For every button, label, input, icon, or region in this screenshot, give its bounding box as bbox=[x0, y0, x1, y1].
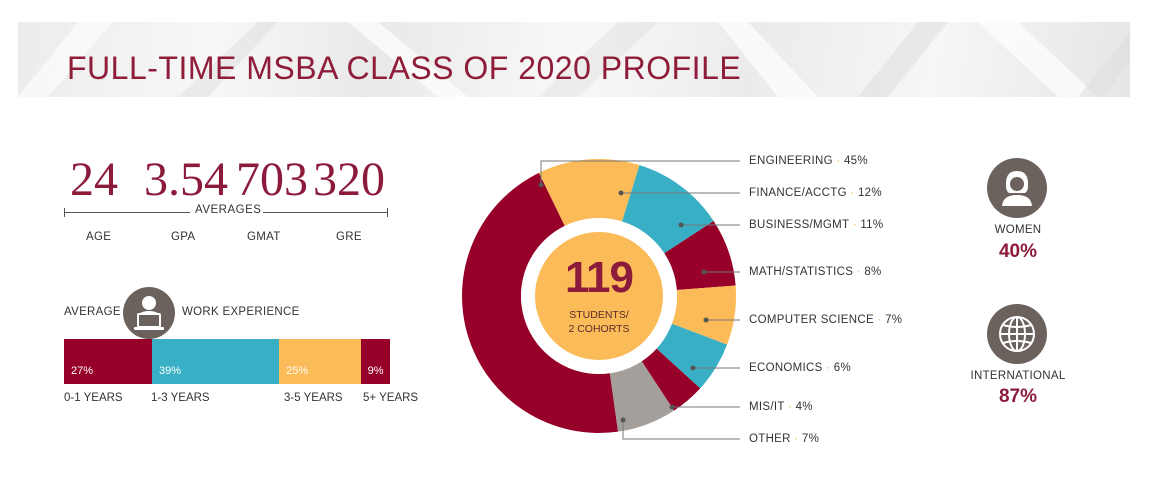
work-exp-bar-1-3-years: 39% bbox=[152, 339, 280, 384]
legend-math: MATH/STATISTICS · 8% bbox=[749, 266, 882, 278]
legend-mis-it: MIS/IT · 4% bbox=[749, 401, 813, 413]
leader-dot-engineering bbox=[538, 182, 544, 188]
work-exp-bar-label-3-5-years: 25% bbox=[286, 365, 309, 377]
center-label-line2: 2 COHORTS bbox=[568, 323, 630, 335]
leader-dot-finance bbox=[618, 190, 624, 196]
donut-slice-math bbox=[664, 220, 736, 291]
legend-mis-it-value: 4% bbox=[795, 401, 813, 413]
legend-engineering-value: 45% bbox=[843, 155, 868, 167]
donut-slice-engineering bbox=[462, 172, 619, 433]
work-exp-bar-0-1-years: 27% bbox=[64, 339, 153, 384]
leader-line-other bbox=[622, 420, 740, 440]
legend-business-value: 11% bbox=[860, 219, 884, 231]
legend-engineering: ENGINEERING · 45% bbox=[749, 155, 868, 167]
legend-business-name: BUSINESS/MGMT bbox=[749, 219, 850, 231]
donut-slice-mis-it bbox=[641, 348, 701, 411]
avg-gre-label: GRE bbox=[336, 231, 362, 243]
legend-mis-it-name: MIS/IT bbox=[749, 401, 785, 413]
donut-slice-business bbox=[622, 165, 714, 254]
legend-computer-science-value: 7% bbox=[885, 314, 903, 326]
work-exp-prefix: AVERAGE bbox=[64, 306, 121, 318]
avg-age-value: 24 bbox=[70, 153, 118, 206]
work-exp-bar-5-plus-years: 9% bbox=[360, 339, 390, 384]
averages-caption: AVERAGES bbox=[195, 204, 262, 216]
work-exp-bar-label-0-1-years: 27% bbox=[71, 365, 94, 377]
legend-finance-value: 12% bbox=[857, 187, 882, 199]
work-exp-bar-label-1-3-years: 39% bbox=[159, 365, 182, 377]
work-exp-bar-3-5-years: 25% bbox=[279, 339, 361, 384]
legend-finance: FINANCE/ACCTG · 12% bbox=[749, 187, 882, 199]
donut-slice-computer-science bbox=[671, 285, 736, 345]
work-exp-bar-label-5-plus-years: 9% bbox=[367, 365, 384, 377]
leader-line-engineering bbox=[540, 160, 740, 185]
legend-other: OTHER · 7% bbox=[749, 433, 820, 445]
donut-slice-other bbox=[609, 361, 675, 432]
work-exp-category-0-1-years: 0-1 YEARS bbox=[64, 392, 123, 404]
avg-gpa-value: 3.54 bbox=[144, 153, 228, 206]
legend-engineering-name: ENGINEERING bbox=[749, 155, 833, 167]
averages-tick-right bbox=[387, 208, 388, 217]
legend-computer-science-name: COMPUTER SCIENCE bbox=[749, 314, 874, 326]
averages-line-right bbox=[263, 212, 387, 213]
legend-business: BUSINESS/MGMT · 11% bbox=[749, 219, 884, 231]
international-value: 87% bbox=[998, 386, 1038, 407]
leader-dot-economics bbox=[690, 365, 696, 371]
work-exp-category-5-plus-years: 5+ YEARS bbox=[363, 392, 419, 404]
legend-other-value: 7% bbox=[801, 433, 820, 445]
avg-gpa-label: GPA bbox=[171, 231, 196, 243]
legend-computer-science: COMPUTER SCIENCE · 7% bbox=[749, 314, 903, 326]
legend-economics: ECONOMICS · 6% bbox=[749, 362, 851, 374]
leader-dot-computer-science bbox=[703, 317, 709, 323]
donut-center-circle bbox=[535, 232, 663, 360]
legend-other-name: OTHER bbox=[749, 433, 791, 445]
banner-background bbox=[18, 22, 1130, 97]
page-title: FULL-TIME MSBA CLASS OF 2020 PROFILE bbox=[67, 50, 742, 86]
woman-icon bbox=[987, 158, 1047, 218]
header-banner: FULL-TIME MSBA CLASS OF 2020 PROFILE bbox=[18, 22, 1130, 97]
donut-slice-economics bbox=[656, 323, 728, 389]
legend-math-value: 8% bbox=[864, 266, 882, 278]
leader-dot-other bbox=[620, 417, 626, 423]
leader-dot-math bbox=[701, 269, 707, 275]
legend-economics-value: 6% bbox=[833, 362, 851, 374]
work-exp-category-3-5-years: 3-5 YEARS bbox=[284, 392, 343, 404]
legend-math-name: MATH/STATISTICS bbox=[749, 266, 854, 278]
leader-dot-business bbox=[678, 222, 684, 228]
work-exp-category-1-3-years: 1-3 YEARS bbox=[151, 392, 210, 404]
center-student-count: 119 bbox=[565, 253, 634, 302]
women-label: WOMEN bbox=[994, 224, 1042, 236]
legend-finance-name: FINANCE/ACCTG bbox=[749, 187, 847, 199]
center-label-line1: STUDENTS/ bbox=[569, 309, 629, 321]
international-label: INTERNATIONAL bbox=[970, 370, 1066, 382]
leader-dot-mis-it bbox=[669, 404, 675, 410]
donut-slice-finance bbox=[538, 158, 640, 226]
avg-age-label: AGE bbox=[86, 231, 112, 243]
globe-icon bbox=[987, 304, 1047, 364]
legend-economics-name: ECONOMICS bbox=[749, 362, 823, 374]
avg-gre-value: 320 bbox=[313, 153, 385, 206]
averages-line-left bbox=[64, 212, 190, 213]
work-exp-suffix: WORK EXPERIENCE bbox=[182, 306, 300, 318]
avg-gmat-label: GMAT bbox=[247, 231, 281, 243]
women-value: 40% bbox=[998, 241, 1038, 262]
laptop-user-icon bbox=[123, 287, 175, 339]
avg-gmat-value: 703 bbox=[236, 153, 308, 206]
